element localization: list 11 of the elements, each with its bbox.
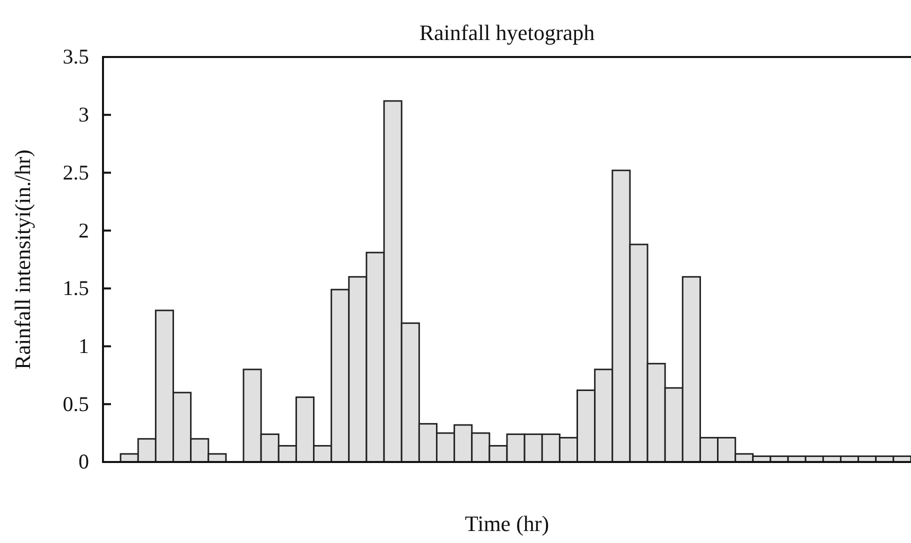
y-tick-label: 3: [78, 102, 89, 127]
x-axis-title: Time (hr): [464, 511, 550, 536]
y-tick-label: 1.5: [62, 276, 89, 300]
y-tick-label: 1: [78, 334, 89, 358]
chart-title: Rainfall hyetograph: [419, 20, 595, 45]
y-tick-label: 0.5: [62, 392, 89, 416]
y-tick-label: 2: [78, 218, 89, 242]
y-tick-label: 2.5: [62, 160, 89, 184]
y-tick-label: 3.5: [62, 44, 89, 69]
y-axis-title: Rainfall intensityi(in./hr): [10, 150, 35, 370]
y-tick-label: 0: [78, 450, 89, 474]
